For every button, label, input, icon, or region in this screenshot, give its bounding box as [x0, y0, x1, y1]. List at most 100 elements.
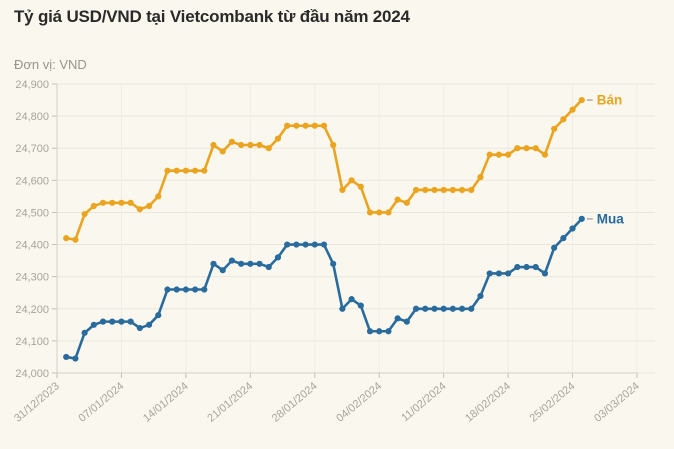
sell-point: [136, 206, 143, 213]
sell-point: [403, 199, 410, 206]
buy-point: [348, 296, 355, 303]
y-tick-label: 24,500: [15, 207, 49, 219]
sell-point: [357, 183, 364, 190]
sell-point: [569, 106, 576, 113]
buy-point: [210, 260, 217, 267]
y-tick-label: 24,300: [15, 272, 49, 284]
buy-point: [182, 286, 189, 293]
sell-point: [394, 196, 401, 203]
x-tick-label: 11/02/2024: [399, 380, 448, 424]
buy-point: [155, 312, 162, 319]
sell-point: [173, 167, 180, 174]
y-tick-label: 24,000: [15, 368, 49, 380]
sell-point: [90, 202, 97, 210]
buy-point: [376, 328, 383, 335]
sell-point: [422, 186, 429, 194]
sell-point: [412, 186, 420, 194]
sell-point: [247, 141, 254, 149]
sell-point: [302, 122, 309, 129]
y-tick-label: 24,900: [15, 79, 49, 91]
sell-point: [63, 235, 70, 242]
buy-point: [164, 286, 171, 293]
sell-point: [109, 199, 116, 206]
sell-point: [330, 141, 337, 149]
y-tick-label: 24,100: [15, 336, 49, 348]
buy-point: [256, 260, 263, 267]
x-tick-label: 04/02/2024: [334, 380, 384, 425]
sell-point: [238, 141, 245, 149]
buy-point: [311, 241, 318, 248]
buy-point: [63, 353, 70, 361]
buy-point: [284, 241, 291, 248]
sell-point: [164, 167, 171, 174]
buy-point: [81, 329, 88, 336]
buy-point: [228, 257, 236, 264]
sell-point: [541, 151, 549, 158]
buy-point: [366, 328, 374, 335]
buy-point: [238, 260, 245, 267]
buy-point: [247, 260, 254, 267]
sell-point: [449, 186, 456, 194]
buy-point: [109, 318, 116, 325]
x-tick-label: 21/01/2024: [205, 380, 255, 425]
sell-point: [265, 145, 272, 152]
sell-point: [385, 209, 392, 216]
y-tick-label: 24,600: [15, 175, 49, 187]
sell-point: [219, 148, 226, 155]
buy-point: [302, 241, 309, 248]
sell-point: [366, 209, 374, 216]
buy-point: [339, 305, 346, 312]
buy-point: [136, 324, 143, 332]
buy-point: [403, 318, 410, 325]
sell-point: [311, 122, 318, 129]
sell-point: [514, 145, 521, 152]
buy-point: [514, 263, 521, 271]
sell-label: Bán: [597, 93, 623, 108]
y-tick-label: 24,400: [15, 240, 49, 252]
buy-point: [422, 305, 429, 312]
x-tick-label: 28/01/2024: [270, 380, 320, 425]
sell-point: [201, 167, 208, 174]
buy-point: [486, 270, 493, 277]
buy-point: [118, 318, 125, 325]
x-tick-label: 07/01/2024: [76, 380, 126, 425]
buy-point: [458, 305, 466, 312]
sell-point: [505, 151, 512, 158]
buy-point: [191, 286, 199, 293]
sell-point: [155, 193, 162, 200]
sell-point: [431, 186, 438, 194]
sell-point: [348, 177, 355, 184]
x-tick-label: 25/02/2024: [528, 380, 578, 425]
buy-point: [274, 254, 282, 261]
buy-point: [449, 305, 456, 312]
buy-point: [569, 225, 576, 232]
buy-point: [440, 305, 447, 312]
buy-point: [127, 318, 134, 325]
sell-point: [339, 186, 346, 194]
sell-point: [293, 122, 300, 129]
sell-point: [495, 151, 503, 158]
sell-point: [99, 199, 107, 206]
sell-point: [477, 174, 484, 181]
buy-point: [578, 215, 585, 222]
buy-point: [201, 286, 208, 293]
buy-point: [99, 318, 107, 325]
sell-point: [440, 186, 447, 194]
buy-point: [431, 305, 438, 312]
buy-point: [330, 260, 337, 267]
unit-label: Đơn vị: VND: [14, 57, 87, 72]
buy-point: [495, 270, 503, 277]
x-tick-label: 03/03/2024: [592, 380, 642, 425]
sell-point: [145, 202, 153, 210]
buy-point: [90, 321, 97, 328]
sell-point: [72, 236, 79, 243]
sell-point: [228, 138, 236, 145]
x-tick-label: 14/01/2024: [141, 380, 191, 425]
buy-point: [173, 286, 180, 293]
sell-point: [560, 116, 567, 123]
sell-point: [210, 141, 217, 149]
x-tick-label: 31/12/2023: [12, 380, 62, 425]
sell-point: [81, 210, 88, 218]
buy-point: [505, 270, 512, 277]
